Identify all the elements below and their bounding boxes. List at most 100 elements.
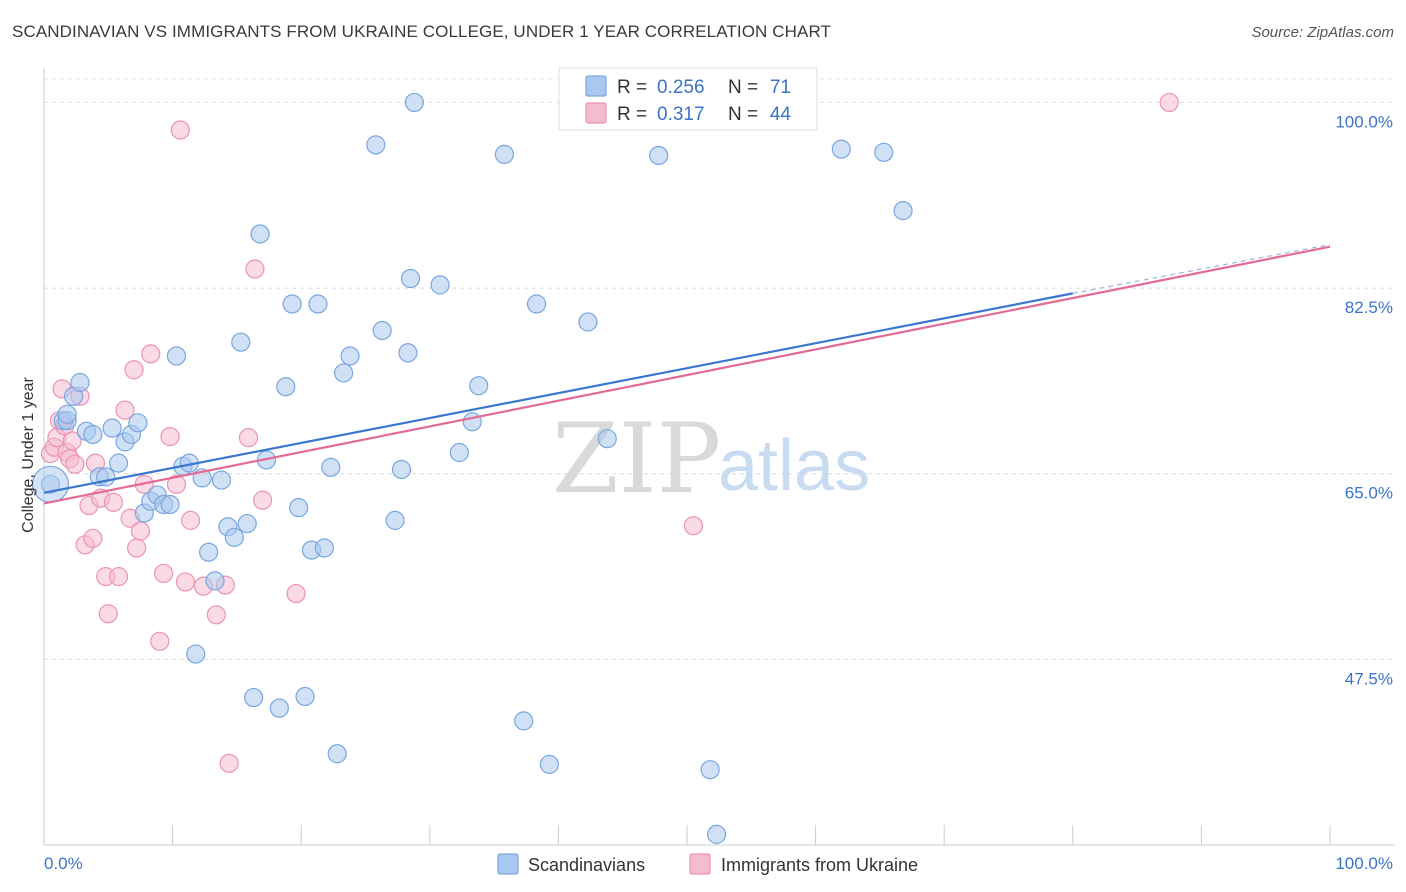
- point-ukraine: [115, 400, 135, 420]
- point-ukraine: [181, 510, 201, 530]
- trend-line-scandinavians-extension: [1072, 243, 1331, 294]
- point-ukraine: [170, 120, 190, 140]
- legend-n-value-scandinavians: 71: [770, 77, 791, 98]
- point-scandinavians: [514, 711, 534, 731]
- point-scandinavians: [282, 294, 302, 314]
- legend-box: R = 0.256 N = 71 R = 0.317 N = 44: [558, 67, 818, 131]
- point-scandinavians: [289, 498, 309, 518]
- x-tick-label-right: 100.0%: [1335, 854, 1393, 873]
- point-scandinavians: [250, 224, 270, 244]
- y-tick-label: 65.0%: [1345, 484, 1393, 503]
- point-ukraine: [253, 490, 273, 510]
- point-scandinavians: [893, 201, 913, 221]
- point-scandinavians: [469, 376, 489, 396]
- point-scandinavians: [160, 494, 180, 515]
- point-scandinavians: [526, 294, 547, 314]
- point-scandinavians: [334, 363, 354, 383]
- point-ukraine: [286, 583, 306, 604]
- point-scandinavians: [649, 145, 669, 166]
- watermark-atlas: atlas: [718, 426, 870, 506]
- point-scandinavians: [244, 687, 264, 708]
- point-ukraine: [206, 605, 226, 625]
- point-scandinavians: [83, 424, 103, 445]
- legend-n-value-ukraine: 44: [770, 104, 792, 125]
- points-scandinavians: [31, 92, 913, 844]
- point-ukraine: [83, 528, 103, 549]
- point-scandinavians: [700, 760, 720, 780]
- bottom-legend: Scandinavians Immigrants from Ukraine: [497, 853, 918, 875]
- axis-layer: [43, 68, 1395, 846]
- point-scandinavians: [321, 457, 341, 477]
- point-scandinavians: [269, 698, 289, 718]
- point-ukraine: [683, 516, 704, 536]
- y-tick-labels: 100.0% 82.5% 65.0% 47.5%: [1335, 112, 1393, 688]
- point-ukraine: [124, 360, 144, 380]
- bottom-legend-label-scandinavians: Scandinavians: [528, 855, 645, 875]
- point-scandinavians: [166, 346, 187, 366]
- trend-line-ukraine: [43, 245, 1331, 505]
- y-tick-label: 82.5%: [1345, 298, 1393, 317]
- legend-r-label-scandinavians: R =: [617, 77, 647, 98]
- point-ukraine: [238, 428, 259, 448]
- x-tick-label-left: 0.0%: [44, 854, 83, 873]
- point-ukraine: [126, 538, 147, 558]
- point-scandinavians: [211, 470, 232, 490]
- point-scandinavians: [308, 294, 328, 314]
- point-scandinavians: [372, 320, 392, 341]
- watermark-zip: ZIP: [552, 403, 721, 515]
- point-ukraine: [98, 604, 118, 624]
- point-scandinavians: [391, 459, 412, 480]
- point-ukraine: [141, 344, 161, 364]
- chart-source: Source: ZipAtlas.com: [1251, 24, 1394, 41]
- point-scandinavians: [327, 744, 347, 764]
- point-scandinavians: [597, 429, 617, 449]
- point-ukraine: [1159, 92, 1179, 113]
- point-ukraine: [108, 567, 129, 587]
- point-ukraine: [245, 259, 265, 279]
- point-scandinavians: [57, 404, 77, 424]
- point-ukraine: [160, 426, 180, 447]
- point-ukraine: [175, 572, 196, 592]
- point-scandinavians: [385, 510, 405, 530]
- point-scandinavians: [224, 527, 244, 547]
- point-scandinavians: [199, 542, 219, 562]
- point-ukraine: [65, 454, 85, 474]
- legend-n-label-scandinavians: N =: [728, 77, 758, 98]
- point-scandinavians: [231, 332, 251, 352]
- points-ukraine: [40, 92, 1179, 773]
- legend-r-value-scandinavians: 0.256: [657, 77, 705, 98]
- point-ukraine: [103, 492, 124, 512]
- point-scandinavians: [706, 824, 727, 844]
- legend-r-value-ukraine: 0.317: [657, 104, 705, 125]
- point-scandinavians: [276, 377, 296, 397]
- legend-n-label-ukraine: N =: [728, 104, 758, 125]
- trend-line-scandinavians: [43, 292, 1074, 494]
- point-scandinavians: [578, 312, 598, 332]
- point-scandinavians: [404, 92, 424, 113]
- point-scandinavians: [96, 467, 116, 487]
- point-scandinavians: [340, 346, 360, 366]
- point-scandinavians: [539, 754, 559, 774]
- bottom-legend-label-ukraine: Immigrants from Ukraine: [721, 855, 918, 875]
- point-scandinavians: [295, 686, 315, 707]
- point-scandinavians: [108, 453, 129, 473]
- point-ukraine: [166, 474, 187, 494]
- point-scandinavians: [102, 418, 122, 438]
- point-scandinavians: [430, 275, 450, 295]
- point-scandinavians-large: [31, 465, 70, 503]
- point-ukraine: [130, 521, 151, 541]
- y-axis-label: College, Under 1 year: [20, 377, 37, 533]
- point-ukraine: [153, 563, 174, 584]
- point-ukraine: [62, 431, 82, 451]
- y-tick-label: 100.0%: [1335, 112, 1393, 131]
- legend-swatch-scandinavians: [585, 75, 607, 97]
- point-scandinavians: [398, 343, 418, 363]
- point-ukraine: [150, 631, 170, 651]
- point-scandinavians: [831, 139, 851, 159]
- watermark: ZIP atlas: [552, 403, 870, 515]
- point-scandinavians: [874, 142, 894, 162]
- point-ukraine: [219, 753, 239, 773]
- point-scandinavians: [462, 412, 482, 432]
- point-scandinavians: [186, 644, 206, 664]
